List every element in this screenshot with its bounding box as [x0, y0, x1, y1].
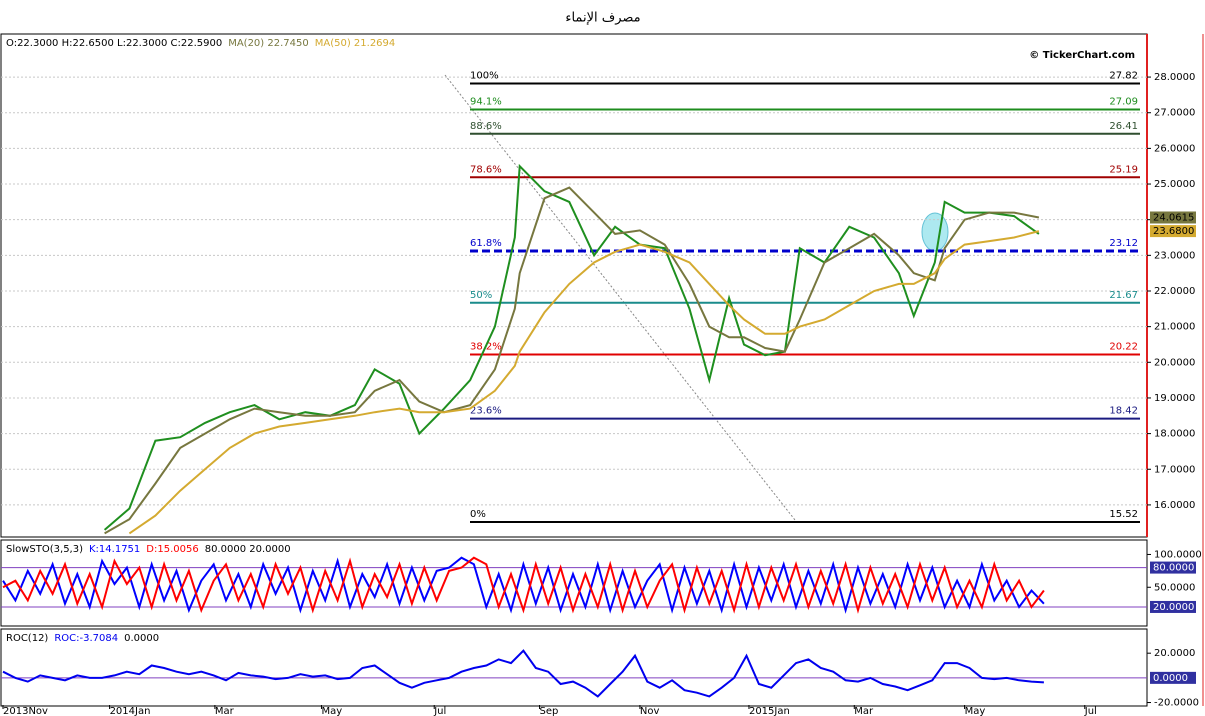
- fib-value: 23.12: [1109, 238, 1138, 249]
- y-tick-label: 19.0000: [1154, 393, 1195, 404]
- panel-header: ROC(12) ROC:-3.7084 0.0000: [6, 633, 159, 644]
- header-name: O:22.3000 H:22.6500 L:22.3000 C:22.5900: [6, 38, 222, 49]
- x-tick-label: May: [965, 706, 986, 716]
- fib-label: 0%: [470, 509, 486, 520]
- series-line: [103, 163, 1040, 531]
- y-tick-label: 100.0000: [1154, 549, 1202, 560]
- stoch-panel-frame: [0, 539, 1148, 627]
- y-tick-label: 16.0000: [1154, 500, 1195, 511]
- level-label: 20.0000: [1153, 602, 1194, 613]
- x-tick-label: 2015Jan: [749, 706, 790, 716]
- fib-label: 88.6%: [470, 121, 502, 132]
- chart-title: مصرف الإنماء: [565, 11, 640, 26]
- fib-value: 27.09: [1109, 97, 1138, 108]
- y-tick-label: 18.0000: [1154, 429, 1195, 440]
- y-tick-label: 22.0000: [1154, 286, 1195, 297]
- x-tick-label: Sep: [540, 706, 559, 716]
- end-label: 23.6800: [1153, 226, 1194, 237]
- fib-value: 15.52: [1109, 509, 1138, 520]
- series-line: [2, 649, 1044, 698]
- fib-value: 18.42: [1109, 406, 1138, 417]
- fib-label: 61.8%: [470, 238, 502, 249]
- x-tick-label: Mar: [854, 706, 874, 716]
- fib-label: 50%: [470, 290, 492, 301]
- level-label-box: [1150, 671, 1196, 684]
- legend-entry: D:15.0056: [146, 544, 198, 555]
- legend-entry: ROC:-3.7084: [54, 633, 118, 644]
- series-line: [2, 556, 1045, 614]
- header-name: ROC(12): [6, 633, 48, 644]
- legend-entry: MA(20) 22.7450: [228, 38, 309, 49]
- fib-value: 25.19: [1109, 164, 1138, 175]
- x-tick-label: 2014Jan: [110, 706, 151, 716]
- legend-entry: MA(50) 21.2694: [315, 38, 396, 49]
- level-label-box: [1150, 561, 1196, 574]
- x-tick-label: 2013Nov: [3, 706, 48, 716]
- series-line: [128, 230, 1040, 535]
- y-tick-label: 20.0000: [1154, 357, 1195, 368]
- y-tick-label: 27.0000: [1154, 108, 1195, 119]
- legend-entry: K:14.1751: [89, 544, 140, 555]
- level-label: 80.0000: [1153, 563, 1194, 574]
- fib-value: 26.41: [1109, 121, 1138, 132]
- y-tick-label: -20.0000: [1154, 698, 1199, 709]
- roc-panel-frame: [0, 628, 1148, 707]
- series-line: [2, 556, 1045, 614]
- y-tick-label: 21.0000: [1154, 322, 1195, 333]
- x-tick-label: Jul: [433, 706, 446, 716]
- x-tick-label: Nov: [640, 706, 660, 716]
- highlight-ellipse: [921, 212, 949, 252]
- fib-label: 100%: [470, 70, 499, 81]
- fib-value: 21.67: [1109, 290, 1138, 301]
- watermark: © TickerChart.com: [1029, 50, 1135, 61]
- x-tick-label: Mar: [215, 706, 235, 716]
- fib-label: 94.1%: [470, 97, 502, 108]
- series-line: [104, 186, 1040, 535]
- y-tick-label: 17.0000: [1154, 464, 1195, 475]
- y-tick-label: 20.0000: [1154, 648, 1195, 659]
- level-label-box: [1150, 600, 1196, 613]
- header-extra: 80.0000 20.0000: [205, 544, 291, 555]
- fib-value: 27.82: [1109, 70, 1138, 81]
- x-tick-label: May: [321, 706, 342, 716]
- y-tick-label: 26.0000: [1154, 143, 1195, 154]
- level-label: 0.0000: [1153, 673, 1188, 684]
- header-extra: 0.0000: [124, 633, 159, 644]
- panel-header: O:22.3000 H:22.6500 L:22.3000 C:22.5900 M…: [6, 38, 395, 49]
- x-tick-label: Jul: [1084, 706, 1097, 716]
- end-label-box: [1150, 225, 1196, 238]
- y-tick-label: 50.0000: [1154, 582, 1195, 593]
- end-label: 24.0615: [1153, 212, 1194, 223]
- y-tick-label: 28.0000: [1154, 72, 1195, 83]
- fib-value: 20.22: [1109, 341, 1138, 352]
- y-tick-label: 23.0000: [1154, 250, 1195, 261]
- panel-header: SlowSTO(3,5,3) K:14.1751 D:15.0056 80.0000 …: [6, 544, 291, 555]
- y-tick-label: 25.0000: [1154, 179, 1195, 190]
- end-label-box: [1150, 211, 1196, 224]
- fib-label: 23.6%: [470, 406, 502, 417]
- fib-label: 78.6%: [470, 164, 502, 175]
- header-name: SlowSTO(3,5,3): [6, 544, 83, 555]
